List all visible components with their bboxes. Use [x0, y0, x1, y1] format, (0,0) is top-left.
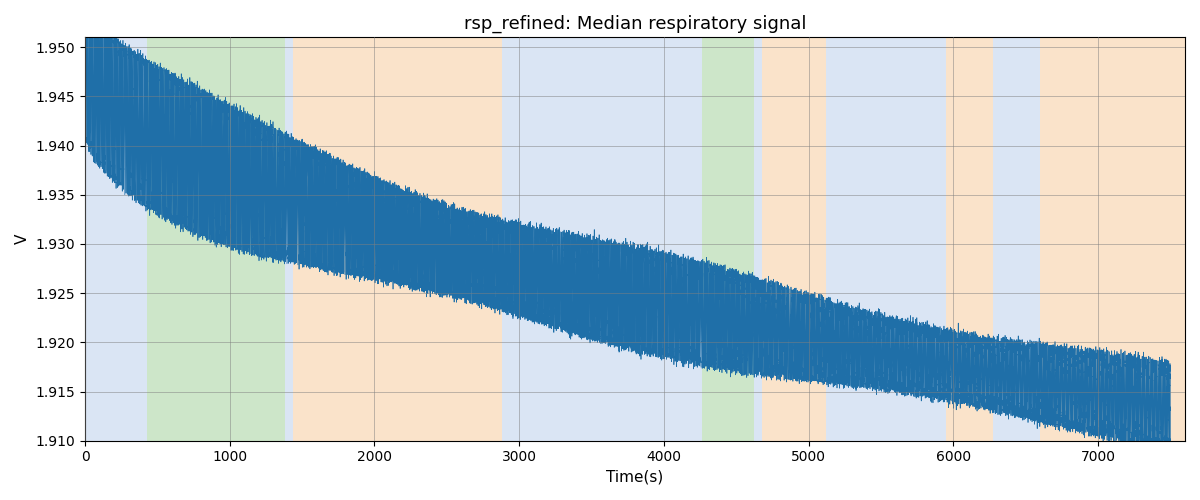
Bar [754, 38, 762, 440]
Bar [294, 38, 502, 440]
Bar [548, 38, 625, 440]
Bar [992, 38, 1040, 440]
Bar [1040, 38, 1186, 440]
X-axis label: Time(s): Time(s) [606, 470, 664, 485]
Bar [85, 38, 148, 440]
Bar [284, 38, 294, 440]
Bar [702, 38, 754, 440]
Bar [625, 38, 702, 440]
Bar [826, 38, 946, 440]
Bar [502, 38, 548, 440]
Y-axis label: V: V [14, 234, 30, 244]
Title: rsp_refined: Median respiratory signal: rsp_refined: Median respiratory signal [463, 15, 806, 34]
Bar [946, 38, 992, 440]
Bar [762, 38, 826, 440]
Bar [148, 38, 284, 440]
